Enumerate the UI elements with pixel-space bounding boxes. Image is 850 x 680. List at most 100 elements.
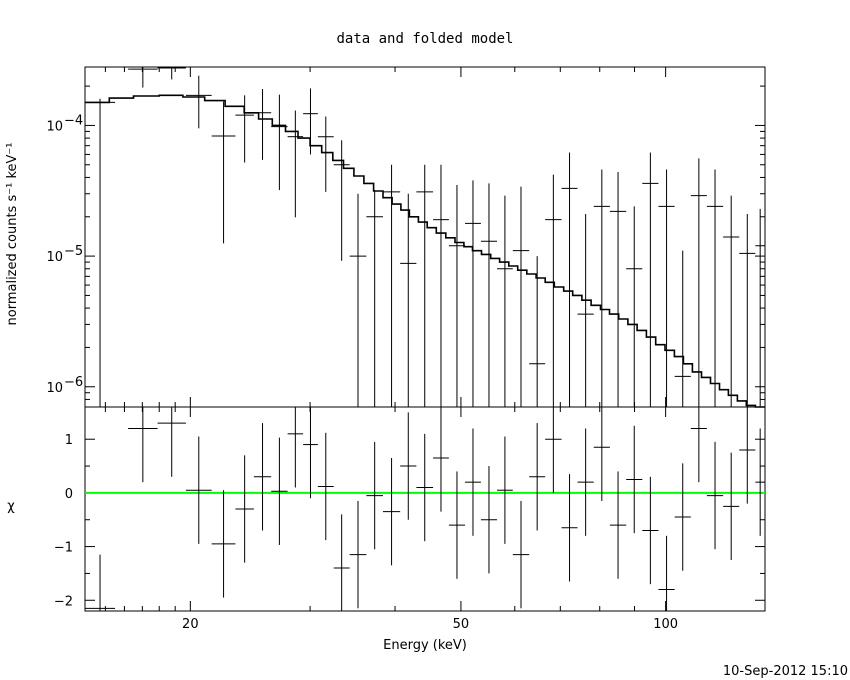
x-tick-label: 100 — [653, 617, 678, 632]
y-tick-label: 10 — [46, 381, 63, 396]
residual-point — [185, 436, 212, 544]
x-axis-label: Energy (keV) — [383, 638, 467, 653]
data-point — [366, 190, 383, 407]
y-tick-label-exponent: −6 — [64, 375, 83, 390]
data-point — [465, 180, 481, 407]
residual-point — [690, 407, 707, 483]
residual-point — [658, 535, 675, 611]
data-point — [333, 140, 350, 261]
y-tick-label: −1 — [54, 541, 73, 556]
residual-point — [674, 463, 691, 571]
data-point — [545, 174, 562, 407]
spectrum-panel: 10−610−510−4 — [46, 66, 766, 408]
residual-point — [545, 407, 562, 493]
residual-point — [333, 514, 350, 611]
residual-point — [382, 458, 401, 566]
data-point — [512, 186, 530, 407]
residual-point — [271, 437, 288, 545]
chart-title: data and folded model — [336, 31, 513, 47]
data-point — [185, 75, 212, 129]
residual-y-axis-label: χ — [7, 499, 15, 514]
data-point — [755, 208, 765, 407]
residual-panel: 20 50 100 1 0 −1 −2 — [54, 406, 766, 632]
y-tick-label: 10 — [46, 119, 63, 134]
y-tick-label-exponent: −4 — [64, 113, 83, 128]
residual-point — [303, 407, 318, 499]
residual-point — [235, 455, 254, 563]
residual-point — [723, 452, 740, 560]
residual-point — [400, 412, 417, 520]
residual-point — [287, 407, 304, 488]
y-tick-label: 10 — [46, 250, 63, 265]
residual-point — [366, 441, 383, 550]
data-point — [382, 164, 401, 407]
data-point — [448, 185, 466, 407]
data-point — [706, 169, 724, 407]
residual-point — [529, 423, 546, 531]
data-point — [157, 67, 186, 80]
residual-point — [512, 500, 530, 609]
data-point — [674, 250, 691, 407]
residual-point — [480, 466, 498, 574]
timestamp: 10-Sep-2012 15:10 — [723, 664, 848, 679]
residual-point — [739, 407, 756, 504]
x-tick-label: 20 — [182, 617, 199, 632]
data-point — [723, 195, 740, 407]
residual-frame — [84, 406, 766, 612]
data-point — [433, 164, 449, 407]
data-point — [271, 94, 288, 191]
residual-point — [561, 474, 578, 582]
data-point — [480, 183, 498, 407]
residual-point — [755, 428, 765, 536]
residual-point — [85, 554, 116, 611]
residual-point — [465, 428, 481, 536]
residual-point — [416, 433, 434, 542]
y-tick-label: 0 — [65, 487, 73, 502]
data-point — [85, 98, 116, 407]
data-point — [529, 256, 546, 407]
y-tick-label: −2 — [54, 594, 73, 609]
model-curve — [85, 94, 765, 408]
residual-point — [497, 436, 513, 544]
residual-point — [433, 407, 449, 512]
data-point — [317, 116, 334, 192]
data-point — [253, 89, 272, 160]
data-point — [400, 193, 417, 407]
residual-point — [211, 490, 236, 598]
x-tick-label: 50 — [453, 617, 470, 632]
data-point — [235, 95, 254, 163]
top-y-axis-label-text: normalized counts s⁻¹ keV⁻¹ — [5, 143, 20, 326]
residual-point — [626, 425, 643, 534]
data-point — [416, 164, 434, 407]
data-point — [593, 169, 610, 407]
residual-point — [642, 476, 659, 585]
data-point — [349, 193, 367, 407]
data-point — [211, 101, 236, 244]
data-point — [287, 110, 304, 218]
top-y-axis-label: normalized counts s⁻¹ keV⁻¹ — [5, 143, 20, 326]
residual-point — [577, 428, 594, 536]
data-point — [626, 206, 643, 407]
residual-point — [317, 432, 334, 541]
residual-point — [706, 441, 724, 550]
residual-point — [253, 423, 272, 531]
residual-point — [448, 471, 466, 579]
residual-point — [349, 500, 367, 609]
data-point — [690, 158, 707, 407]
residual-point — [609, 471, 627, 579]
residual-point — [157, 407, 186, 477]
data-point — [128, 67, 158, 88]
residual-point — [593, 407, 610, 501]
data-point — [561, 152, 578, 407]
residual-point — [128, 407, 158, 483]
data-point — [497, 195, 513, 407]
data-point — [658, 169, 675, 407]
data-point — [739, 213, 756, 407]
data-point — [609, 172, 627, 407]
data-point — [577, 213, 594, 407]
data-point — [303, 88, 318, 155]
data-point — [642, 152, 659, 407]
y-tick-label: 1 — [65, 433, 73, 448]
y-tick-label-exponent: −5 — [64, 244, 83, 259]
